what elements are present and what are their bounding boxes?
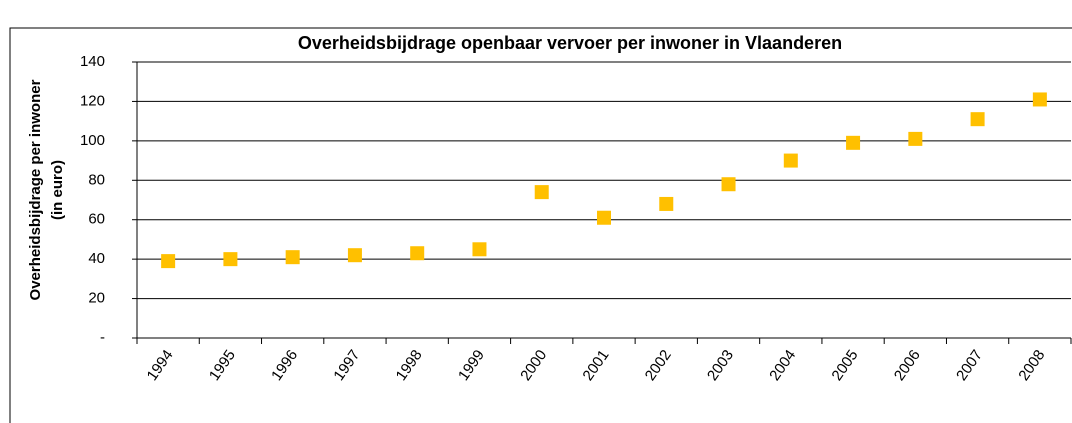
marker — [908, 131, 923, 146]
chart-title: Overheidsbijdrage openbaar vervoer per i… — [298, 33, 842, 53]
marker — [783, 153, 798, 168]
y-tick-label: 20 — [88, 290, 105, 307]
y-axis-label: Overheidsbijdrage per inwoner — [27, 79, 44, 300]
marker — [223, 252, 238, 267]
marker — [721, 177, 736, 192]
marker — [1032, 92, 1047, 107]
y-tick-label: 80 — [88, 171, 105, 188]
y-tick-label: - — [100, 329, 105, 346]
marker — [659, 196, 674, 211]
marker — [410, 246, 425, 261]
marker — [347, 248, 362, 263]
y-tick-label: 120 — [80, 92, 105, 109]
marker — [970, 112, 985, 127]
y-tick-label: 60 — [88, 211, 105, 228]
marker — [846, 135, 861, 150]
y-tick-label: 40 — [88, 250, 105, 267]
marker — [534, 185, 549, 200]
y-tick-label: 100 — [80, 132, 105, 149]
marker — [285, 250, 300, 265]
marker — [472, 242, 487, 257]
marker — [161, 254, 176, 269]
chart-frame — [9, 27, 1072, 423]
y-axis-label: (in euro) — [49, 160, 66, 220]
y-tick-label: 140 — [80, 53, 105, 70]
marker — [597, 210, 611, 225]
